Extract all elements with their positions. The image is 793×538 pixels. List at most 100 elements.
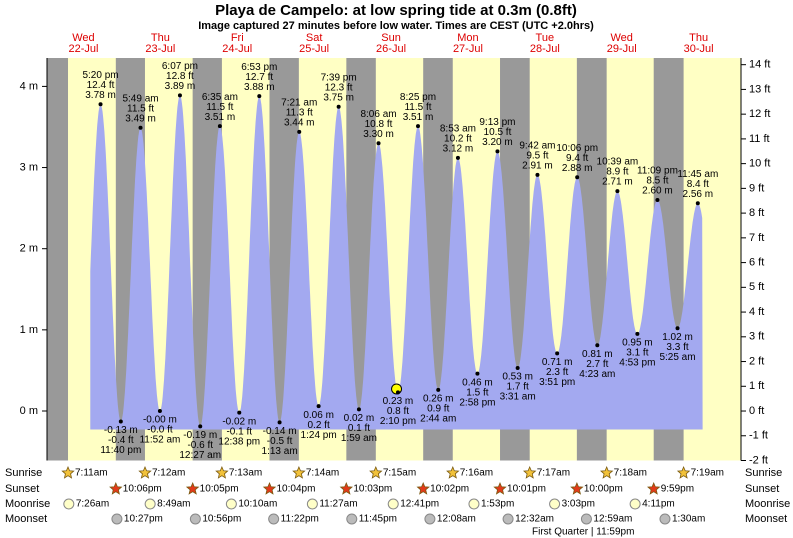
tide-label: -0.1 ft [226,426,252,437]
high-tide-point [495,149,500,154]
tide-label: 9.4 ft [566,153,588,164]
tide-label: -0.0 ft [147,425,173,436]
day-name: Wed [611,32,633,44]
high-tide-point [336,104,341,109]
tide-label: 2.56 m [683,189,714,200]
tide-label: 8.5 ft [646,176,668,187]
day-name: Thu [151,32,170,44]
tide-label: 3.12 m [443,143,474,154]
low-tide-point [198,424,203,429]
sunrise-icon [61,465,75,479]
sunrise-time: 7:14am [306,468,339,479]
tide-label: 1:13 am [262,446,298,457]
y2-tick-label: 10 ft [749,158,770,170]
y2-tick-label: -2 ft [749,454,768,466]
low-tide-point [118,419,123,424]
low-tide-point [475,371,480,376]
y2-tick-label: 2 ft [749,355,764,367]
low-tide-point [395,390,400,395]
tide-label: 10.8 ft [365,119,393,130]
sunset-time: 9:59pm [661,484,694,495]
tide-label: 5:25 am [659,352,695,363]
tide-label: -0.6 ft [187,440,213,451]
sunrise-icon [676,465,691,479]
day-name: Thu [689,32,708,44]
sunrise-time: 7:19am [691,468,724,479]
tide-label: 3.20 m [482,137,513,148]
sunset-time: 10:01pm [507,484,546,495]
moonset-time: 12:59am [593,514,632,525]
tide-label: 7:21 am [281,97,317,108]
day-date: 22-Jul [68,43,98,55]
sunset-time: 10:00pm [584,484,623,495]
low-tide-point [277,420,282,425]
sunset-icon [416,481,430,495]
moonrise-time: 1:53pm [481,499,514,510]
y2-tick-label: 6 ft [749,256,764,268]
tide-label: 12.8 ft [166,71,194,82]
moonrise-time: 3:03pm [562,499,595,510]
tide-label: 12.4 ft [87,80,115,91]
tide-label: 11.3 ft [286,107,313,118]
sunrise-icon [215,465,229,479]
moonset-icon [424,513,436,525]
high-tide-point [217,124,222,129]
tide-label: -0.5 ft [267,436,293,447]
sunrise-icon [446,465,460,479]
tide-label: 9:13 pm [479,117,515,128]
day-name: Tue [536,32,555,44]
tide-label: 0.23 m [383,396,414,407]
tide-label: 1:24 pm [301,430,337,441]
sunset-icon [570,481,584,495]
tide-area [90,95,703,430]
moonset-icon [346,513,358,525]
tide-label: 11:40 pm [100,445,141,456]
tide-label: 0.53 m [502,372,533,383]
tide-label: 3.3 ft [666,342,688,353]
high-tide-point [257,94,262,99]
tide-label: 1.5 ft [466,387,488,398]
row-label: Sunset [745,483,779,495]
sunrise-time: 7:12am [152,468,185,479]
sunrise-icon [523,465,537,479]
tide-label: 3:31 am [500,392,536,403]
sunrise-icon [292,465,306,479]
y-tick-label: 4 m [20,80,38,92]
moonset-time: 1:30am [672,514,705,525]
y2-tick-label: 13 ft [749,83,770,95]
low-tide-point [555,351,560,356]
y2-tick-label: 11 ft [749,133,770,145]
moonset-icon [580,513,592,525]
tide-label: 0.71 m [542,357,573,368]
y-tick-label: 3 m [20,161,38,173]
day-date: 27-Jul [453,43,483,55]
moonset-icon [502,513,514,525]
tide-label: 2.88 m [562,163,593,174]
low-tide-point [515,365,520,370]
tide-label: 3.1 ft [626,348,648,359]
y2-tick-label: 0 ft [749,405,764,417]
high-tide-point [376,141,381,146]
tide-label: 2.60 m [642,186,673,197]
tide-label: 12:27 am [179,450,221,461]
moonrise-icon [306,498,318,510]
tide-label: 3.30 m [363,129,394,140]
tide-label: 11:52 am [139,435,180,446]
tide-label: 3.51 m [205,112,236,123]
tide-label: 0.02 m [344,413,375,424]
low-tide-point [436,387,441,392]
moonrise-time: 10:10am [238,499,277,510]
tide-label: 8:53 am [440,123,476,134]
tide-label: 1:59 am [341,433,377,444]
row-label: Moonrise [5,498,50,510]
tide-label: 1.02 m [662,332,693,343]
tide-label: 11.5 ft [404,102,431,113]
tide-label: 0.9 ft [427,404,449,415]
y2-tick-label: 7 ft [749,232,764,244]
tide-label: 2.3 ft [546,367,568,378]
sunrise-time: 7:11am [75,468,108,479]
tide-label: -0.13 m [104,425,138,436]
tide-label: 5:49 am [122,93,158,104]
high-tide-point [655,198,660,203]
tide-label: 9.5 ft [526,150,548,161]
